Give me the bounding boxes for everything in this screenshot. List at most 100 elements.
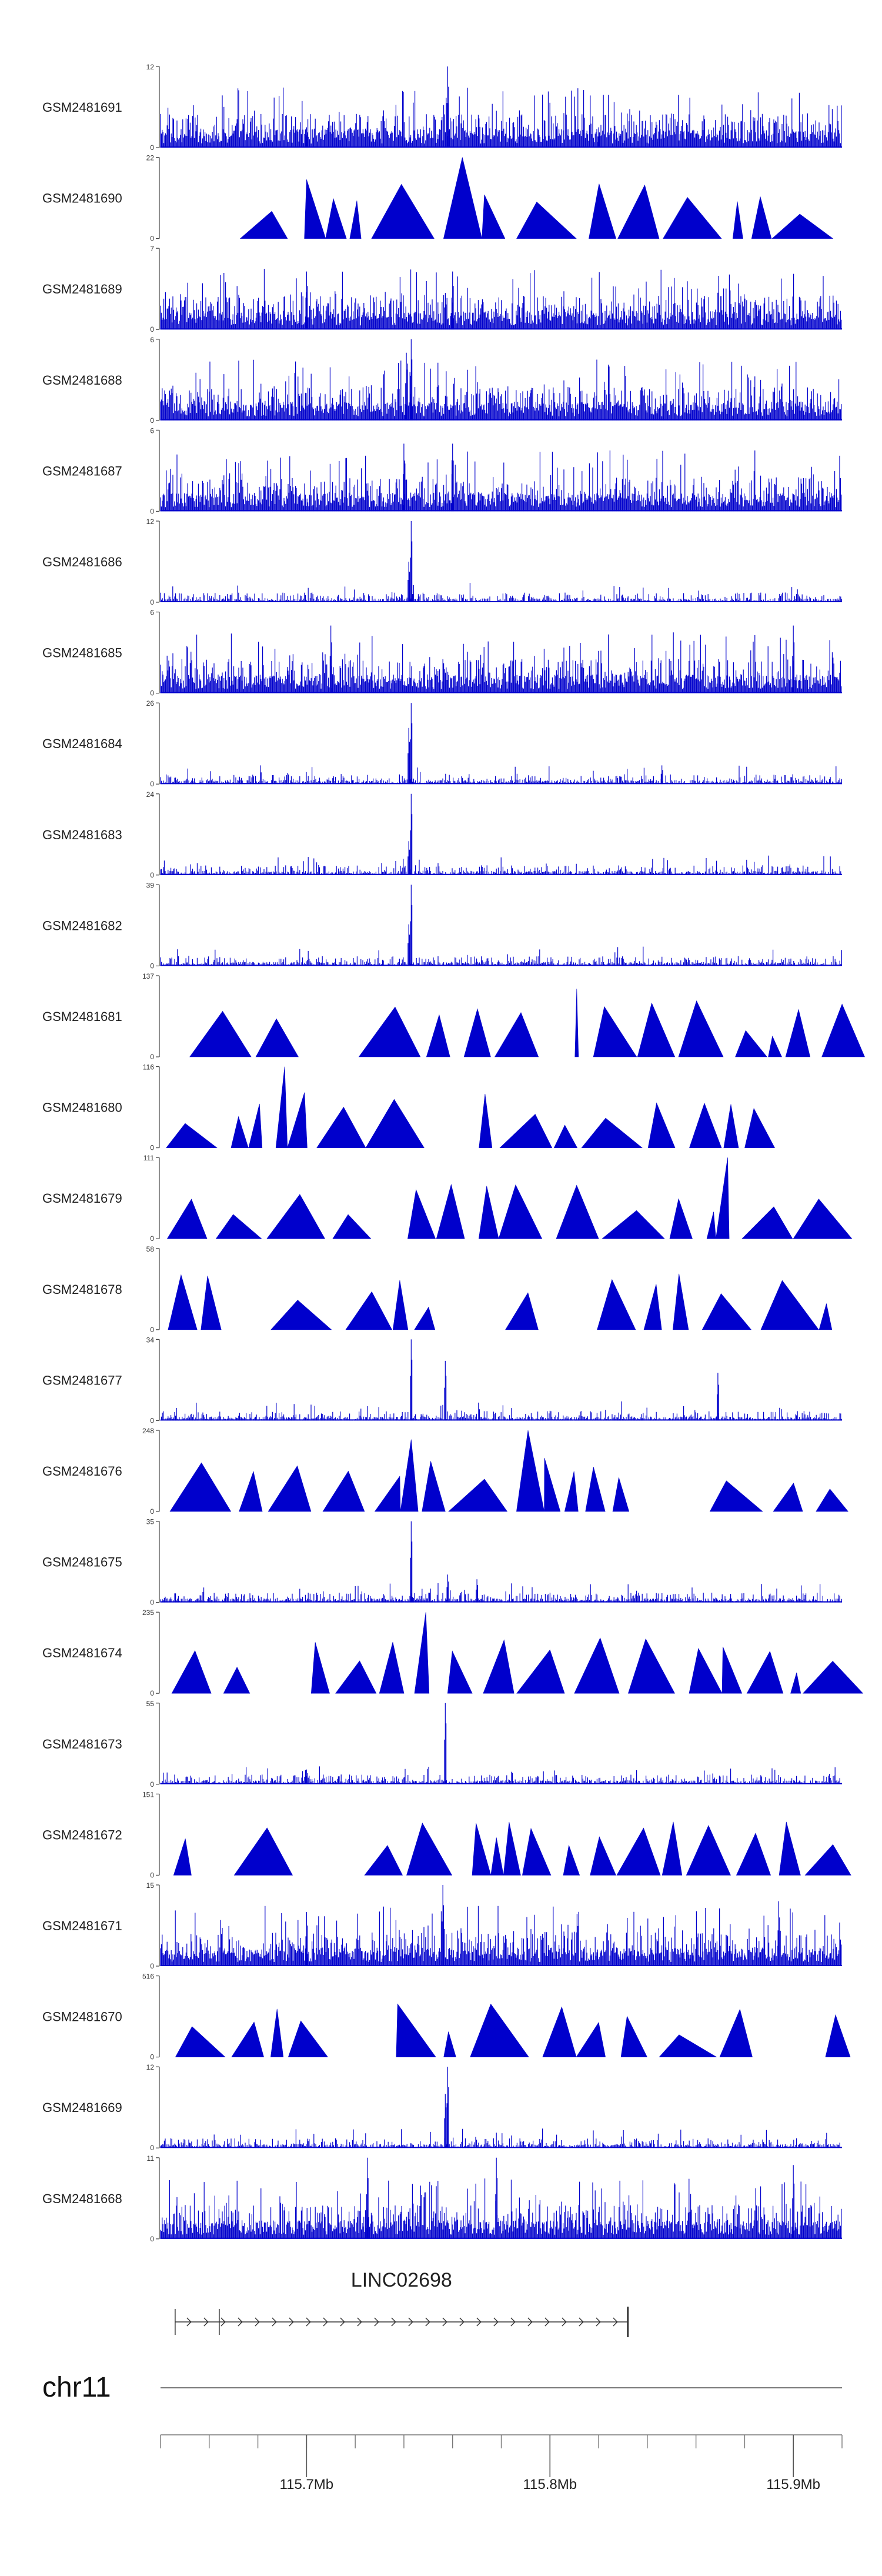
signal-bars: [160, 625, 842, 693]
y-min-label: 0: [150, 144, 154, 152]
y-max-label: 12: [146, 63, 155, 71]
y-min-label: 0: [150, 1053, 154, 1061]
y-min-label: 0: [150, 1416, 154, 1424]
y-min-label: 0: [150, 1326, 154, 1334]
y-max-label: 34: [146, 1336, 155, 1344]
signal-area: [239, 157, 834, 239]
track-GSM2481686: GSM2481686 12 0: [42, 518, 842, 606]
signal-bars: [160, 2157, 842, 2239]
y-max-label: 58: [146, 1245, 155, 1253]
strand-arrow: [476, 2317, 482, 2327]
track-label: GSM2481669: [42, 2100, 122, 2115]
track-label: GSM2481681: [42, 1009, 122, 1024]
track-label: GSM2481691: [42, 100, 122, 115]
track-label: GSM2481670: [42, 2010, 122, 2024]
track-label: GSM2481678: [42, 1282, 122, 1297]
y-min-label: 0: [150, 416, 154, 425]
strand-arrow: [220, 2317, 226, 2327]
track-GSM2481680: GSM2481680 116 0: [42, 1063, 775, 1152]
track-label: GSM2481668: [42, 2191, 122, 2206]
signal-area: [171, 1612, 864, 1694]
signal-tracks: GSM2481691120GSM2481690220GSM248168970GS…: [42, 63, 865, 2243]
y-max-label: 22: [146, 154, 155, 162]
y-min-label: 0: [150, 780, 154, 788]
track-label: GSM2481689: [42, 282, 122, 296]
y-min-label: 0: [150, 2144, 154, 2152]
track-GSM2481691: GSM2481691 12 0: [42, 63, 842, 152]
track-label: GSM2481673: [42, 1737, 122, 1751]
track-GSM2481675: GSM2481675 35 0: [42, 1518, 842, 1607]
signal-bars: [160, 66, 842, 148]
track-GSM2481674: GSM2481674 235 0: [42, 1609, 864, 1697]
track-GSM2481671: GSM2481671 15 0: [42, 1881, 842, 1970]
y-min-label: 0: [150, 2053, 154, 2061]
track-label: GSM2481680: [42, 1100, 122, 1115]
tick-label: 115.7Mb: [280, 2477, 334, 2492]
strand-arrow: [596, 2317, 601, 2327]
track-GSM2481688: GSM2481688 6 0: [42, 336, 842, 425]
track-label: GSM2481672: [42, 1827, 122, 1842]
strand-arrow: [442, 2317, 447, 2327]
strand-arrow: [306, 2317, 311, 2327]
y-max-label: 516: [142, 1973, 154, 1981]
y-min-label: 0: [150, 2235, 154, 2243]
track-label: GSM2481685: [42, 646, 122, 660]
strand-arrow: [323, 2317, 328, 2327]
track-label: GSM2481676: [42, 1464, 122, 1479]
strand-arrow: [579, 2317, 584, 2327]
track-label: GSM2481675: [42, 1555, 122, 1570]
y-min-label: 0: [150, 1234, 154, 1243]
track-GSM2481690: GSM2481690 22 0: [42, 154, 834, 243]
y-min-label: 0: [150, 1962, 154, 1970]
track-label: GSM2481683: [42, 827, 122, 842]
track-GSM2481687: GSM2481687 6 0: [42, 426, 842, 515]
signal-area: [168, 1273, 833, 1330]
signal-area: [169, 1430, 848, 1512]
track-label: GSM2481671: [42, 1918, 122, 1933]
strand-arrow: [459, 2317, 465, 2327]
y-max-label: 26: [146, 699, 155, 708]
strand-arrow: [613, 2317, 618, 2327]
track-GSM2481689: GSM2481689 7 0: [42, 245, 842, 333]
y-max-label: 137: [142, 972, 154, 980]
y-max-label: 55: [146, 1700, 155, 1708]
strand-arrow: [391, 2317, 396, 2327]
signal-bars: [160, 443, 842, 512]
y-max-label: 11: [147, 2154, 155, 2163]
strand-arrow: [203, 2317, 209, 2327]
signal-area: [166, 1157, 853, 1239]
y-max-label: 6: [150, 426, 154, 435]
track-GSM2481679: GSM2481679 111 0: [42, 1154, 853, 1243]
y-min-label: 0: [150, 507, 154, 515]
track-label: GSM2481687: [42, 463, 122, 478]
y-max-label: 12: [146, 518, 155, 526]
track-label: GSM2481688: [42, 373, 122, 388]
signal-bars: [160, 269, 842, 330]
track-label: GSM2481684: [42, 736, 122, 751]
strand-arrow: [562, 2317, 567, 2327]
signal-bars: [160, 1885, 842, 1966]
chromosome-label: chr11: [42, 2372, 111, 2403]
y-min-label: 0: [150, 1689, 154, 1697]
y-max-label: 6: [150, 609, 154, 617]
strand-arrow: [493, 2317, 499, 2327]
y-min-label: 0: [150, 1144, 154, 1152]
track-label: GSM2481674: [42, 1646, 122, 1660]
y-min-label: 0: [150, 689, 154, 698]
y-max-label: 248: [142, 1427, 154, 1435]
track-label: GSM2481679: [42, 1191, 122, 1206]
track-label: GSM2481686: [42, 555, 122, 569]
gene-label: LINC02698: [351, 2269, 452, 2291]
track-GSM2481678: GSM2481678 58 0: [42, 1245, 833, 1334]
track-GSM2481669: GSM2481669 12 0: [42, 2063, 842, 2152]
y-max-label: 111: [143, 1154, 155, 1162]
track-GSM2481676: GSM2481676 248 0: [42, 1427, 848, 1516]
y-max-label: 35: [146, 1518, 155, 1526]
y-min-label: 0: [150, 325, 154, 333]
strand-arrow: [357, 2317, 362, 2327]
strand-arrow: [255, 2317, 260, 2327]
track-GSM2481670: GSM2481670 516 0: [42, 1973, 851, 2061]
y-max-label: 24: [146, 790, 155, 799]
track-GSM2481682: GSM2481682 39 0: [42, 881, 842, 970]
track-GSM2481677: GSM2481677 34 0: [42, 1336, 842, 1424]
